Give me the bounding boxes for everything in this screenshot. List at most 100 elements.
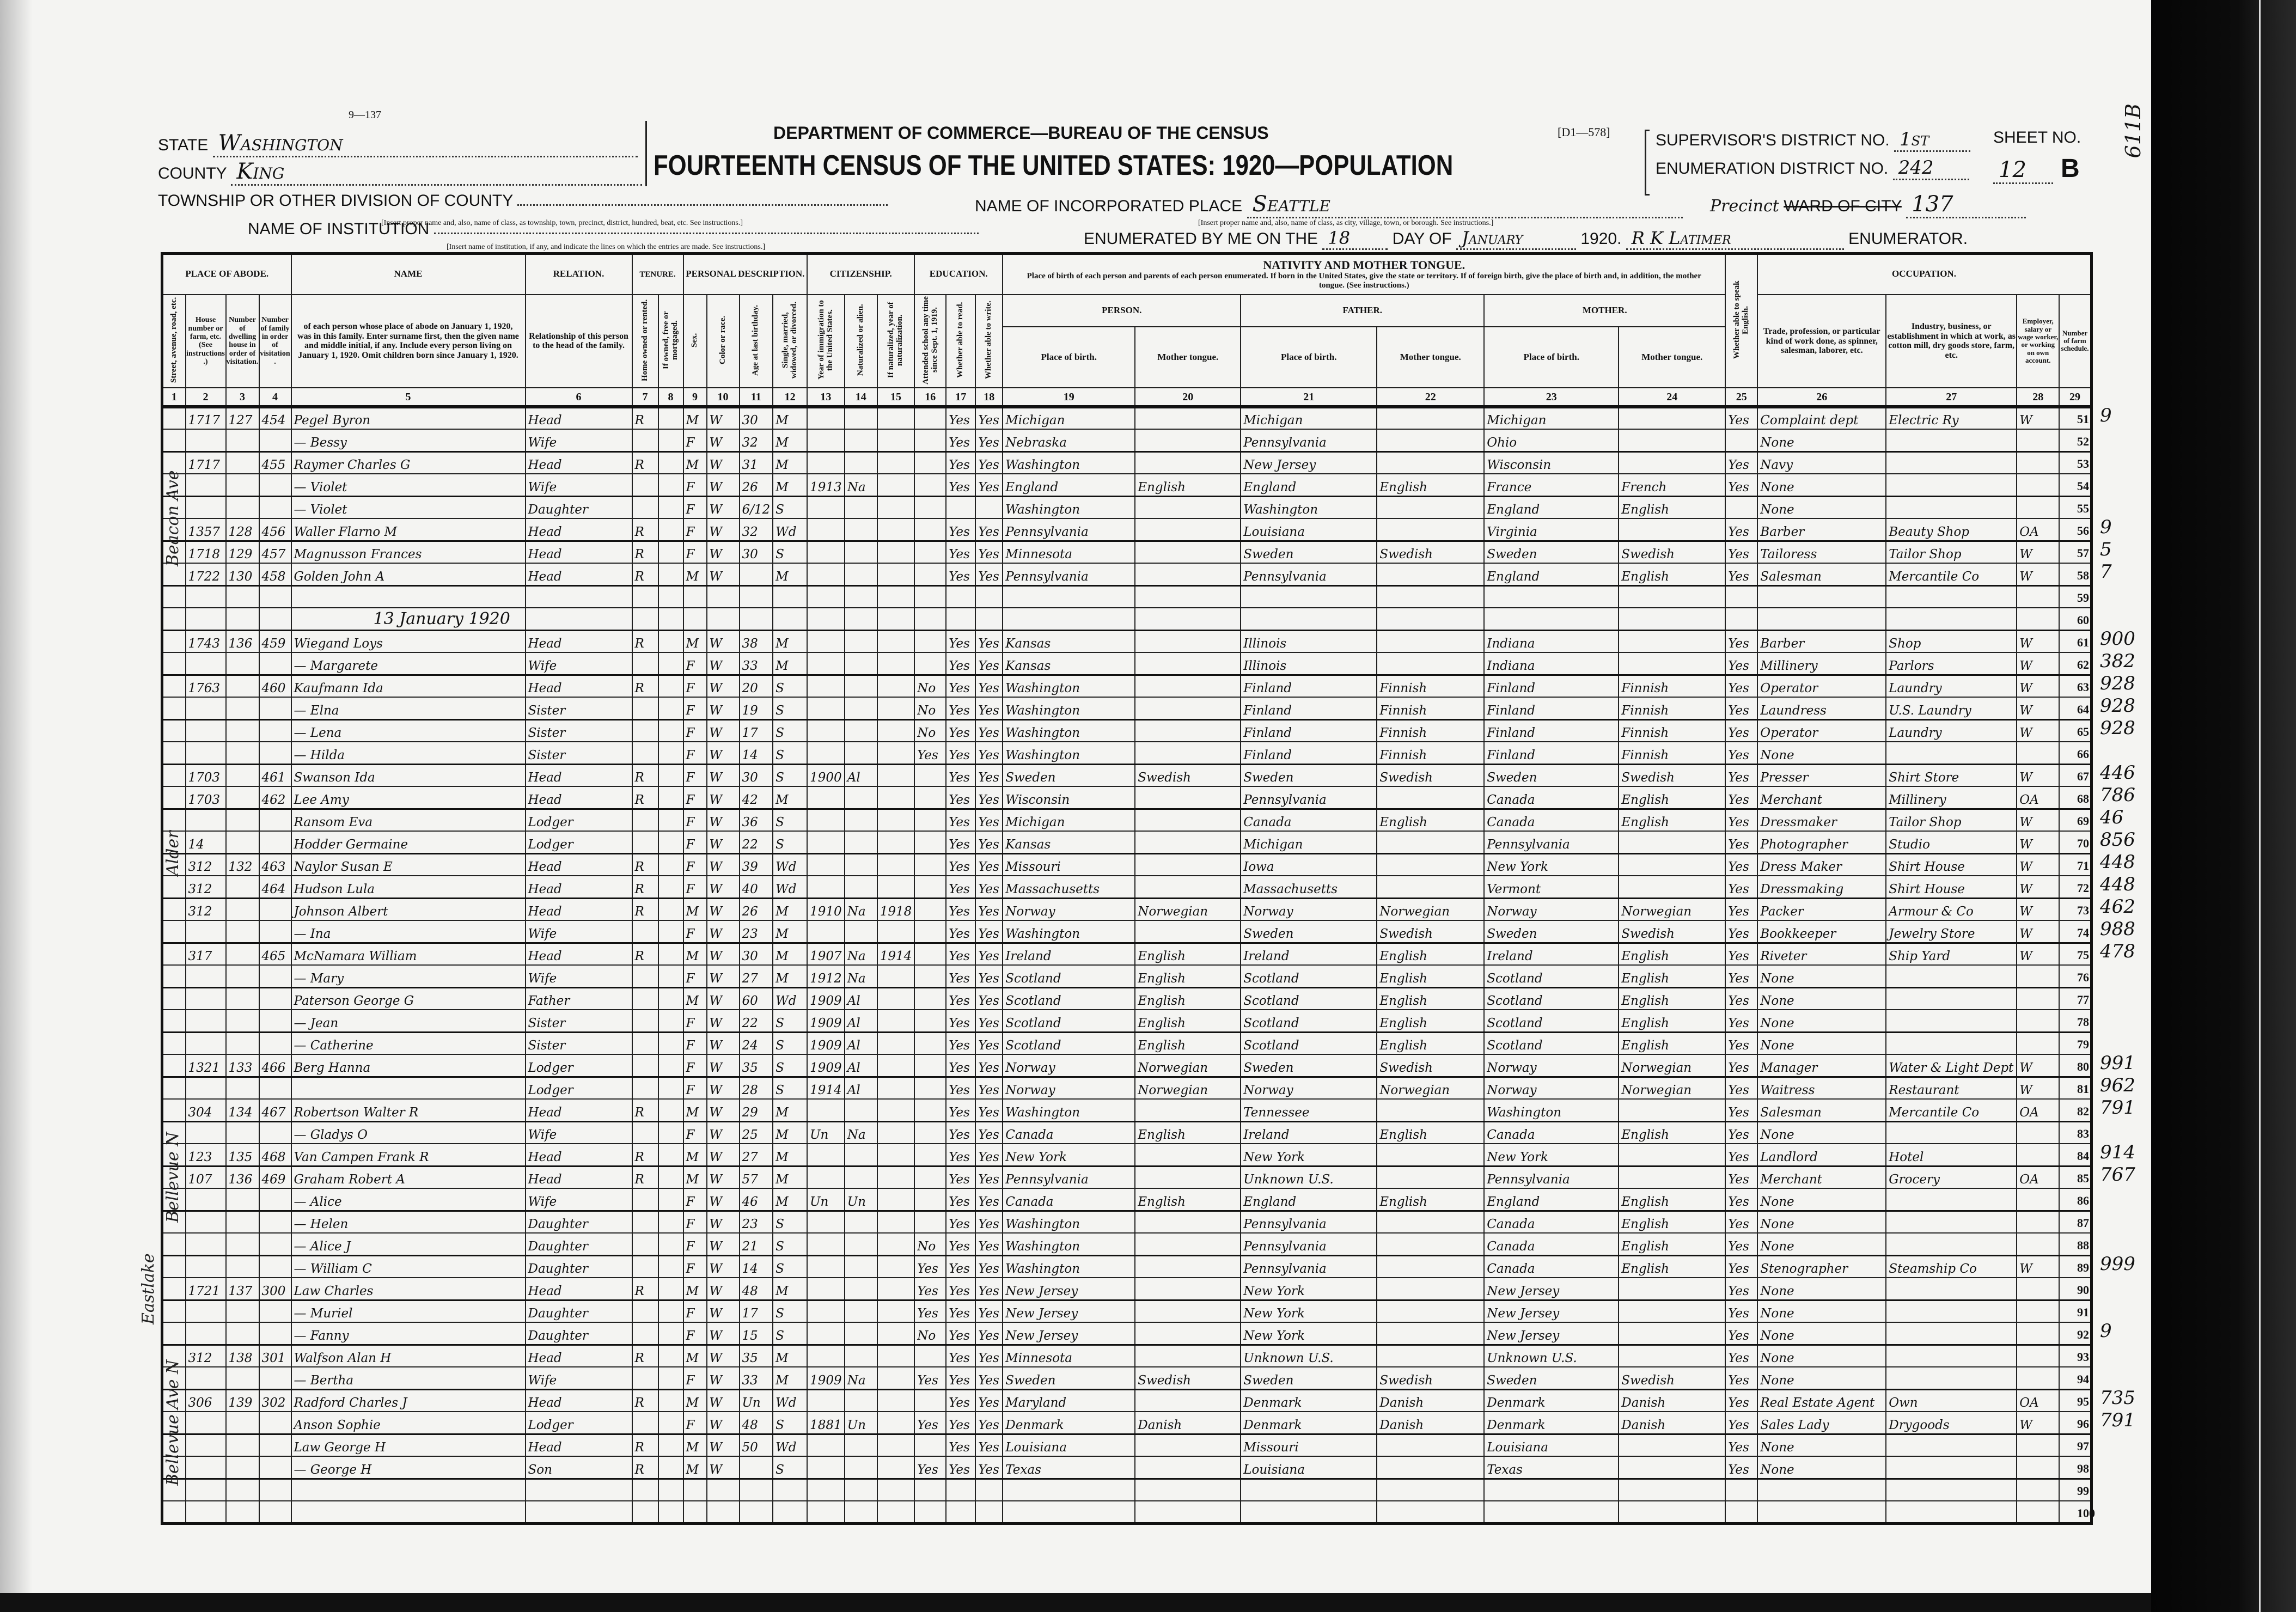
cell-marital-status: M [772,1344,808,1368]
cell-age: 24 [738,1031,774,1055]
cell-birthplace: Massachusetts [1002,875,1136,899]
cell-industry [1885,607,2018,631]
cell-farm-schedule [2059,1143,2092,1167]
cell-attended-school [914,808,947,832]
cell-farm-schedule [2059,518,2092,542]
cell-naturalized [844,1299,878,1323]
cell-street [161,1054,186,1078]
cell-industry: Tailor Shop [1885,808,2018,832]
institution-note: [Insert name of institution, if any, and… [447,243,765,251]
cell-mother-mother-tongue [1618,630,1726,654]
cell-father-mother-tongue: English [1376,1009,1485,1033]
cell-birthplace: Washington [1002,719,1136,743]
cell-father-birthplace: Iowa [1240,853,1378,877]
line-number: 71 [2077,859,2089,873]
cell-trade: Merchant [1757,786,1887,810]
cell-street [161,473,186,497]
cell-mother-tongue [1134,1143,1242,1167]
scan-left-edge [0,0,33,1612]
cell-father-birthplace: New York [1240,1322,1378,1346]
cell-employer-class: W [2016,942,2060,966]
cell-mother-tongue [1134,1500,1242,1524]
cell-mother-tongue [1134,920,1242,944]
cell-speaks-english: Yes [1725,1366,1758,1390]
cell-street [161,741,186,765]
cell-family-number [258,1076,292,1100]
cell-father-birthplace: Norway [1240,1076,1378,1100]
cell-family-number: 457 [258,540,292,564]
cell-home-owned-rented [631,831,659,854]
cell-family-number [258,1433,292,1457]
cell-year-immigration [807,652,845,676]
col-family-number: Number of family in order of visitation. [258,294,292,389]
cell-color-race: W [706,741,740,765]
cell-person-name: Wiegand Loys [290,630,526,654]
cell-family-number: 460 [258,674,292,698]
cell-father-mother-tongue: Swedish [1376,764,1485,787]
cell-able-to-read: Yes [945,1344,976,1368]
cell-able-to-write: Yes [975,1299,1004,1323]
cell-speaks-english: Yes [1725,920,1758,944]
cell-home-owned-rented: R [631,630,659,654]
cell-industry: Grocery [1885,1165,2018,1189]
cell-dwelling-number: 133 [225,1054,260,1078]
census-row: — Lena Sister F W 17 S No Yes Yes Washington Finla… [161,719,2092,743]
cell-home-owned-rented [631,1478,659,1502]
column-number-row: 1 2 3 4 5 6 7 8 9 10 11 12 13 14 15 16 17 18 19 20 21 22 23 24 2… [161,387,2092,409]
cell-attended-school [914,563,947,587]
cell-year-immigration: 1914 [807,1076,845,1100]
line-number: 76 [2077,970,2089,985]
cell-able-to-write: Yes [975,1322,1004,1346]
cell-family-number [258,652,292,676]
cell-mother-tongue: Danish [1134,1411,1242,1435]
cell-able-to-read: Yes [945,719,976,743]
cell-house-number: 1717 [185,406,227,430]
cell-father-birthplace: England [1240,473,1378,497]
cell-relation: Head [524,1344,633,1368]
cell-color-race: W [706,719,740,743]
occupation-code: 382 [2100,650,2135,673]
cell-speaks-english: Yes [1725,563,1758,587]
cell-trade: Dressmaking [1757,875,1887,899]
cell-employer-class: W [2016,897,2060,921]
census-row: — Alice Wife F W 46 M Un Un Yes Yes Canada English E… [161,1188,2092,1212]
cell-father-mother-tongue [1376,1098,1485,1122]
cell-free-mortgaged [657,652,684,676]
cell-able-to-write: Yes [975,1009,1004,1033]
cell-farm-schedule [2059,741,2092,765]
cell-able-to-read: Yes [945,429,976,453]
cell-naturalized [844,674,878,698]
cell-color-race: W [706,630,740,654]
cell-mother-tongue [1134,1165,1242,1189]
cell-able-to-read [945,607,976,631]
cell-free-mortgaged [657,518,684,542]
cell-naturalized [844,540,878,564]
cell-naturalized [844,518,878,542]
cell-family-number: 462 [258,786,292,810]
cell-home-owned-rented [631,920,659,944]
cell-mother-mother-tongue: English [1618,1210,1726,1234]
cell-dwelling-number [225,1500,260,1524]
cell-family-number: 463 [258,853,292,877]
cell-sex: M [682,1433,707,1457]
cell-mother-tongue [1134,1210,1242,1234]
cell-farm-schedule [2059,1366,2092,1390]
cell-able-to-write: Yes [975,473,1004,497]
cell-color-race: W [706,786,740,810]
cell-mother-tongue [1134,1456,1242,1480]
col-father-mother-tongue: Mother tongue. [1376,326,1485,389]
line-number: 64 [2077,703,2089,717]
cell-mother-mother-tongue: English [1618,1031,1726,1055]
street-name: Bellevue Ave N [163,1360,182,1486]
cell-house-number: 317 [185,942,227,966]
cell-dwelling-number: 127 [225,406,260,430]
cell-employer-class: OA [2016,1165,2060,1189]
cell-free-mortgaged [657,473,684,497]
cell-mother-birthplace: Scotland [1483,964,1620,988]
col-farm-schedule: Number of farm schedule. [2059,294,2092,389]
cell-age: 32 [738,518,774,542]
cell-color-race: W [706,1188,740,1212]
cell-street [161,1009,186,1033]
cell-attended-school: No [914,719,947,743]
cell-father-birthplace: Michigan [1240,831,1378,854]
